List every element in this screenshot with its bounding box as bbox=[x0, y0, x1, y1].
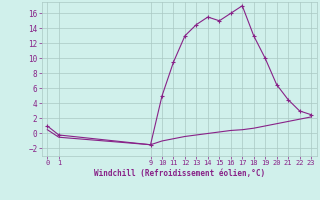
X-axis label: Windchill (Refroidissement éolien,°C): Windchill (Refroidissement éolien,°C) bbox=[94, 169, 265, 178]
